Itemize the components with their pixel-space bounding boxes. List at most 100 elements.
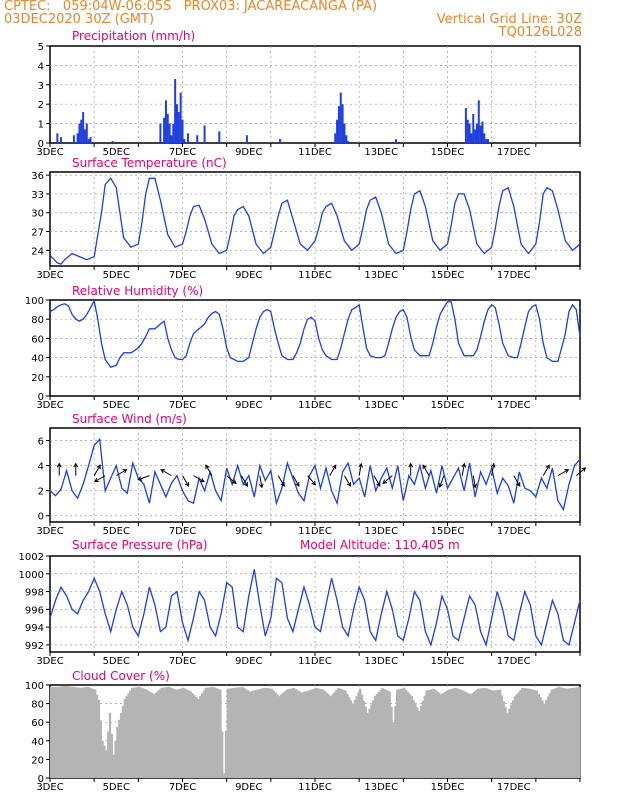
cloud-bar bbox=[313, 688, 316, 778]
cloud-bar bbox=[510, 704, 513, 778]
cloud-bar bbox=[228, 688, 231, 778]
cloud-bar bbox=[390, 706, 393, 778]
cloud-bar bbox=[226, 688, 229, 778]
cloud-bar bbox=[533, 690, 537, 778]
cloud-bar bbox=[75, 687, 79, 778]
wind-arrow bbox=[292, 475, 300, 487]
cloud-bar bbox=[261, 688, 264, 778]
cloud-bar bbox=[368, 708, 371, 778]
cloud-bar bbox=[302, 691, 305, 778]
precip-bar bbox=[164, 100, 167, 143]
cloud-bar bbox=[338, 688, 342, 778]
cloud-bar bbox=[460, 689, 463, 778]
precip-bar bbox=[78, 123, 81, 143]
cloud-bar bbox=[443, 691, 447, 778]
wind-arrow bbox=[93, 464, 101, 476]
cloud-bar bbox=[116, 726, 119, 778]
precip-bar bbox=[159, 123, 162, 143]
cloud-bar bbox=[530, 689, 533, 778]
precip-bar bbox=[60, 137, 63, 143]
header-station-line: CPTEC: 059:04W-06:05S PROX03: JACAREACAN… bbox=[4, 0, 378, 14]
cloud-bar bbox=[462, 690, 465, 778]
cloud-bar bbox=[259, 688, 263, 778]
cloud-bar bbox=[298, 691, 301, 778]
precip-bar bbox=[394, 139, 397, 143]
cloud-bar bbox=[64, 685, 67, 778]
wind-arrow bbox=[160, 469, 172, 477]
cloud-bar bbox=[230, 688, 233, 778]
cloud-bar bbox=[373, 696, 377, 778]
cloud-bar bbox=[543, 703, 546, 778]
precip-bar bbox=[175, 104, 178, 143]
cloud-bar bbox=[515, 694, 518, 778]
cloud-bar bbox=[145, 689, 148, 778]
cloud-bar bbox=[372, 700, 375, 778]
cloud-bar bbox=[160, 687, 163, 778]
x-tick-label: 11DEC bbox=[298, 147, 332, 158]
header-grid-line-note: Vertical Grid Line: 30Z bbox=[436, 12, 582, 27]
precip-bar bbox=[111, 141, 114, 143]
cloud-bar bbox=[292, 687, 296, 778]
cloud-bar bbox=[300, 692, 303, 778]
cloud-bar bbox=[222, 773, 226, 778]
precip-bar bbox=[466, 119, 469, 143]
precip-bar bbox=[83, 129, 86, 143]
wind-arrow-head bbox=[160, 469, 166, 474]
cloud-bar bbox=[158, 689, 161, 778]
cloud-bar bbox=[77, 687, 80, 778]
panel-title: Surface Temperature (nC) bbox=[72, 156, 227, 170]
cloud-bar bbox=[499, 689, 502, 778]
precip-bar bbox=[196, 135, 199, 143]
cloud-bar bbox=[556, 687, 559, 778]
cloud-bar bbox=[517, 691, 520, 778]
wind-arrow bbox=[575, 467, 586, 477]
cloud-bar bbox=[241, 686, 244, 778]
cloud-bar bbox=[57, 686, 60, 778]
cloud-bar bbox=[397, 689, 401, 778]
y-tick-label: 4 bbox=[38, 61, 44, 72]
cloud-bar bbox=[268, 688, 272, 778]
cloud-bar bbox=[171, 688, 174, 778]
y-tick-label: 996 bbox=[25, 605, 44, 616]
cloud-bar bbox=[305, 691, 309, 778]
cloud-bar bbox=[335, 689, 338, 778]
cloud-bar bbox=[506, 712, 509, 778]
cloud-bar bbox=[318, 688, 321, 778]
x-tick-label: 7DEC bbox=[169, 147, 196, 158]
cloud-bar bbox=[267, 688, 270, 778]
x-tick-label: 7DEC bbox=[169, 526, 196, 537]
cloud-bar bbox=[500, 695, 504, 778]
wind-arrow-head bbox=[93, 477, 99, 483]
cloud-bar bbox=[118, 719, 121, 778]
cloud-bar bbox=[151, 693, 154, 778]
cloud-bar bbox=[489, 689, 493, 778]
wind-arrow bbox=[542, 464, 550, 476]
x-tick-label: 9DEC bbox=[235, 270, 262, 281]
cloud-bar bbox=[464, 691, 467, 778]
cloud-bar bbox=[565, 688, 568, 778]
precip-bar bbox=[174, 78, 177, 143]
y-tick-label: 80 bbox=[31, 315, 44, 326]
cloud-bar bbox=[169, 687, 172, 778]
cloud-bar bbox=[320, 689, 323, 778]
cloud-bar bbox=[200, 693, 204, 778]
cloud-bar bbox=[432, 688, 436, 778]
cloud-bar bbox=[458, 689, 461, 778]
wind-arrow-head bbox=[490, 462, 496, 468]
wind-arrow bbox=[382, 475, 393, 484]
cloud-bar bbox=[484, 687, 487, 778]
cloud-bar bbox=[541, 700, 544, 778]
cloud-bar bbox=[454, 687, 458, 778]
precip-bar bbox=[481, 121, 484, 143]
cloud-bar bbox=[217, 688, 220, 778]
wind-arrow-head bbox=[231, 479, 237, 484]
cloud-bar bbox=[394, 705, 397, 778]
cloud-bar bbox=[303, 691, 307, 778]
wind-arrow bbox=[259, 475, 263, 488]
y-tick-label: 27 bbox=[31, 228, 44, 239]
cloud-bar bbox=[136, 687, 139, 778]
cloud-bar bbox=[156, 691, 159, 778]
cloud-bar bbox=[327, 694, 331, 778]
cloud-bar bbox=[366, 712, 369, 778]
cloud-bar bbox=[482, 688, 485, 778]
